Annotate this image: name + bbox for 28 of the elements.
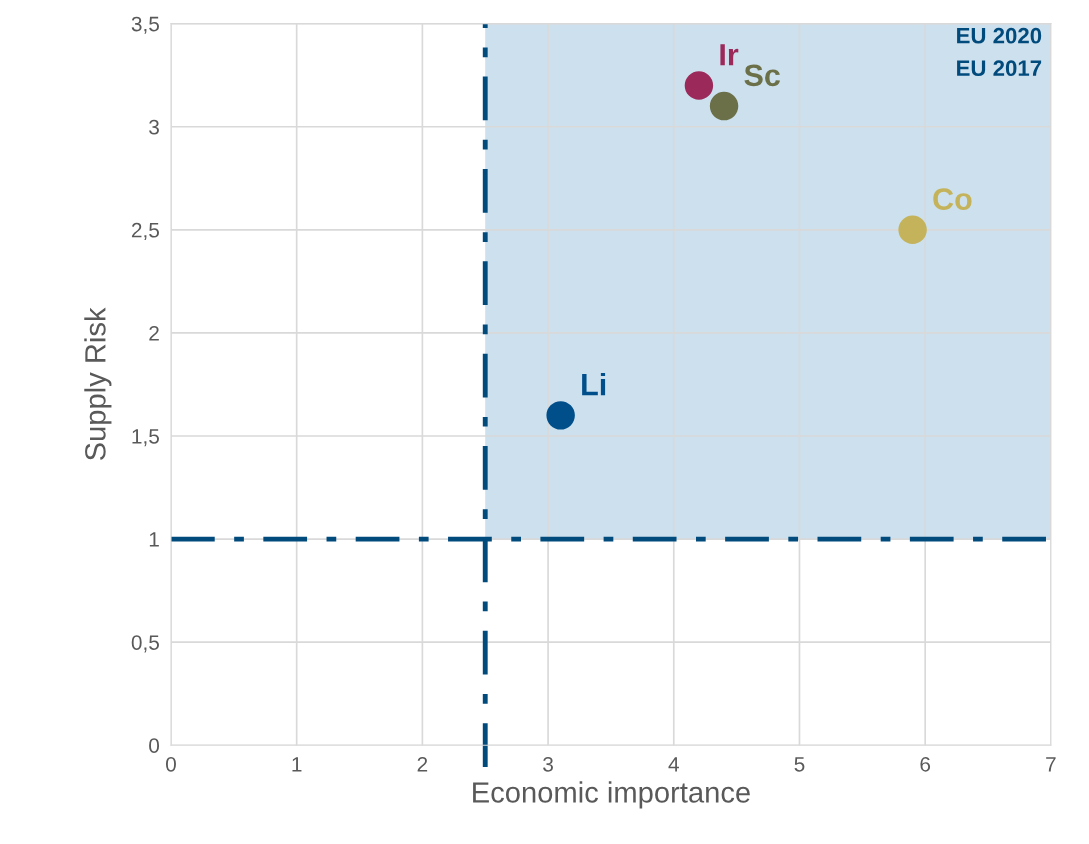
y-tick-label: 3,5 <box>131 16 159 34</box>
point <box>684 71 714 100</box>
x-tick-label: 4 <box>668 757 679 772</box>
series-label: Li <box>582 373 606 396</box>
x-tick-label: 0 <box>165 756 176 772</box>
x-tick-label: 5 <box>794 757 805 772</box>
x-axis-title: Economic importance <box>473 781 750 809</box>
x-tick-label: 3 <box>543 756 553 772</box>
annotation: EU 2020 <box>957 27 1042 44</box>
x-tick-label: 2 <box>417 756 428 772</box>
y-axis-title: Supply Risk <box>84 307 112 461</box>
series-label: Co <box>933 188 972 210</box>
x-tick-label: 1 <box>292 757 302 772</box>
x-tick-label: 6 <box>920 756 931 772</box>
point <box>546 401 575 430</box>
y-tick-label: 3 <box>149 119 159 135</box>
point <box>898 215 927 245</box>
y-tick-label: 2,5 <box>131 222 159 241</box>
y-tick-label: 0 <box>149 738 160 754</box>
y-tick-label: 0,5 <box>131 635 159 653</box>
y-tick-label: 2 <box>149 325 159 341</box>
x-tick-label: 7 <box>1046 757 1056 772</box>
y-tick-label: 1 <box>149 532 159 547</box>
annotation: EU 2017 <box>957 60 1042 77</box>
y-tick-label: 1,5 <box>132 429 159 447</box>
point <box>709 91 739 121</box>
series-label: Ir <box>720 44 739 66</box>
series-label: Sc <box>744 64 780 87</box>
